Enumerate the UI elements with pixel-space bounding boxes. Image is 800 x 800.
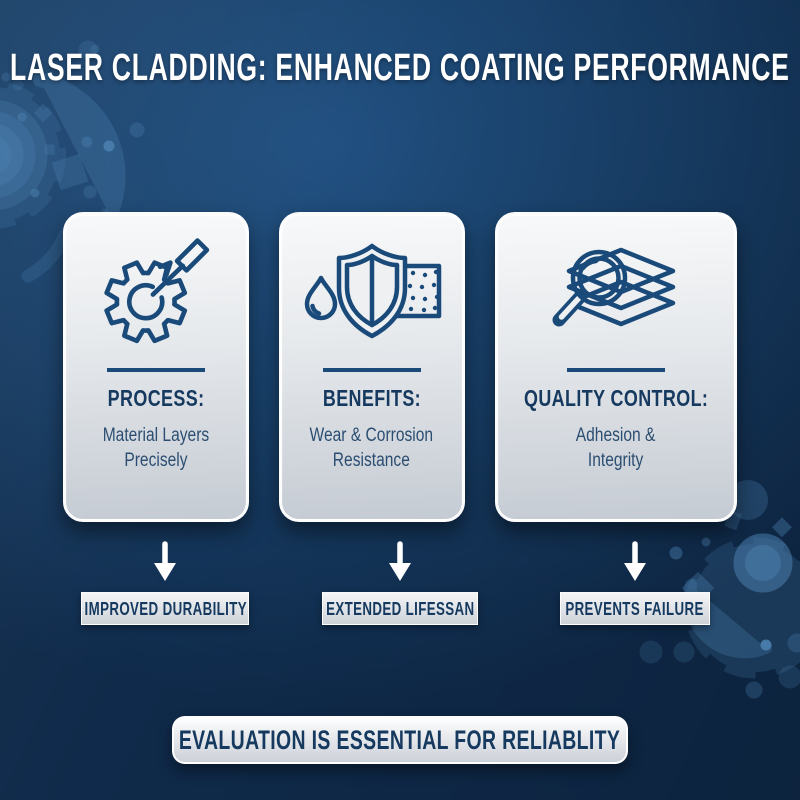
conclusion-banner: EVALUATION IS ESSENTIAL FOR RELIABLITY — [172, 716, 628, 764]
outcome-badge-durability: IMPROVED DURABILITY — [81, 592, 250, 625]
down-arrow-icon — [623, 541, 646, 581]
card-divider — [106, 368, 205, 372]
arrows-row — [63, 541, 737, 585]
card-divider — [566, 368, 665, 372]
card-process: PROCESS: Material Layers Precisely — [63, 212, 249, 522]
outcomes-row: IMPROVED DURABILITY EXTENDED LIFESSAN PR… — [63, 592, 737, 625]
card-quality-control: QUALITY CONTROL: Adhesion & Integrity — [494, 212, 738, 522]
conclusion-banner-text: EVALUATION IS ESSENTIAL FOR RELIABLITY — [179, 724, 621, 755]
gear-laser-icon — [104, 237, 210, 343]
down-arrow-icon — [389, 541, 411, 581]
card-heading: PROCESS: — [107, 385, 205, 411]
card-heading: BENEFITS: — [322, 385, 421, 411]
card-heading: QUALITY CONTROL: — [523, 385, 709, 411]
outcome-badge-lifespan: EXTENDED LIFESSAN — [322, 592, 478, 625]
cards-row: PROCESS: Material Layers Precisely — [63, 212, 738, 522]
card-description: Adhesion & Integrity — [576, 425, 656, 472]
card-icon-box — [541, 229, 691, 355]
card-icon-box — [297, 229, 447, 355]
page-title-text: LASER CLADDING: ENHANCED COATING PERFORM… — [10, 47, 790, 89]
shield-droplet-coating-icon — [304, 243, 442, 339]
card-description: Wear & Corrosion Resistance — [310, 425, 434, 472]
page-title: LASER CLADDING: ENHANCED COATING PERFORM… — [0, 49, 800, 87]
magnifier-layers-icon — [552, 247, 676, 327]
card-benefits: BENEFITS: Wear & Corrosion Resistance — [278, 212, 465, 522]
card-description: Material Layers Precisely — [102, 425, 210, 472]
card-divider — [322, 368, 421, 372]
down-arrow-icon — [154, 541, 177, 581]
card-icon-box — [92, 229, 220, 355]
outcome-badge-failure: PREVENTS FAILURE — [559, 592, 710, 625]
